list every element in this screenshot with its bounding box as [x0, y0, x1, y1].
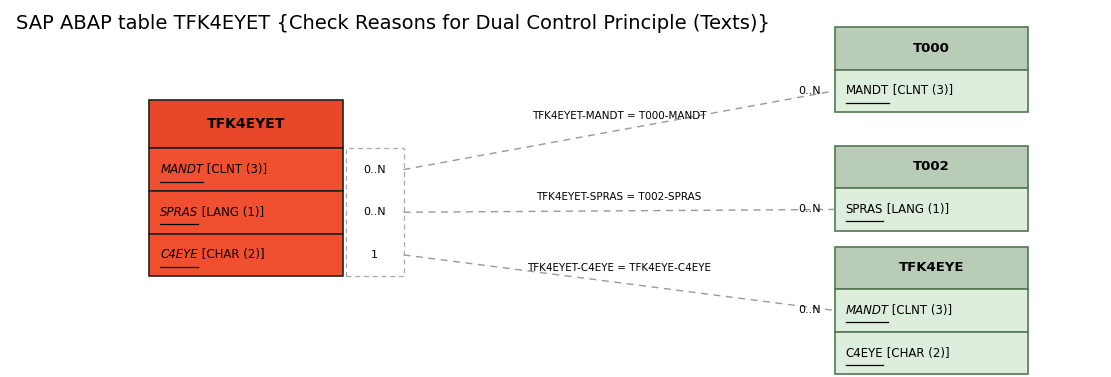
Bar — [149, 100, 342, 148]
Text: SAP ABAP table TFK4EYET {Check Reasons for Dual Control Principle (Texts)}: SAP ABAP table TFK4EYET {Check Reasons f… — [16, 14, 770, 33]
Text: C4EYE: C4EYE — [845, 346, 883, 360]
Bar — [149, 191, 342, 233]
Text: TFK4EYET-C4EYE = TFK4EYE-C4EYE: TFK4EYET-C4EYE = TFK4EYE-C4EYE — [527, 264, 711, 273]
Bar — [834, 69, 1028, 112]
Text: 1: 1 — [371, 250, 378, 260]
Text: MANDT: MANDT — [160, 163, 203, 176]
Text: TFK4EYET-MANDT = T000-MANDT: TFK4EYET-MANDT = T000-MANDT — [532, 111, 707, 121]
Bar — [346, 148, 403, 276]
Text: [CHAR (2)]: [CHAR (2)] — [883, 346, 950, 360]
Text: 0..N: 0..N — [799, 204, 821, 215]
Bar — [834, 146, 1028, 188]
Text: [CLNT (3)]: [CLNT (3)] — [203, 163, 268, 176]
Bar — [149, 148, 342, 191]
Text: MANDT: MANDT — [845, 84, 889, 97]
Text: C4EYE: C4EYE — [160, 248, 198, 261]
Text: TFK4EYET-SPRAS = T002-SPRAS: TFK4EYET-SPRAS = T002-SPRAS — [537, 192, 702, 202]
Text: SPRAS: SPRAS — [845, 203, 883, 216]
Text: T002: T002 — [913, 160, 950, 173]
Text: [LANG (1)]: [LANG (1)] — [883, 203, 949, 216]
Bar — [834, 188, 1028, 231]
Text: MANDT: MANDT — [845, 304, 889, 317]
Bar — [834, 247, 1028, 289]
Text: 0..N: 0..N — [799, 305, 821, 316]
Text: [CLNT (3)]: [CLNT (3)] — [889, 84, 953, 97]
Text: T000: T000 — [913, 42, 950, 55]
Text: 0..N: 0..N — [363, 165, 386, 175]
Text: TFK4EYET: TFK4EYET — [207, 117, 286, 131]
Bar — [834, 27, 1028, 69]
Text: 0..N: 0..N — [363, 207, 386, 217]
Bar — [149, 233, 342, 276]
Text: SPRAS: SPRAS — [160, 206, 199, 219]
Text: 0..N: 0..N — [799, 86, 821, 96]
Bar — [834, 289, 1028, 332]
Text: [CHAR (2)]: [CHAR (2)] — [198, 248, 264, 261]
Text: TFK4EYE: TFK4EYE — [899, 261, 964, 274]
Bar — [834, 332, 1028, 374]
Text: [LANG (1)]: [LANG (1)] — [199, 206, 264, 219]
Text: [CLNT (3)]: [CLNT (3)] — [889, 304, 952, 317]
